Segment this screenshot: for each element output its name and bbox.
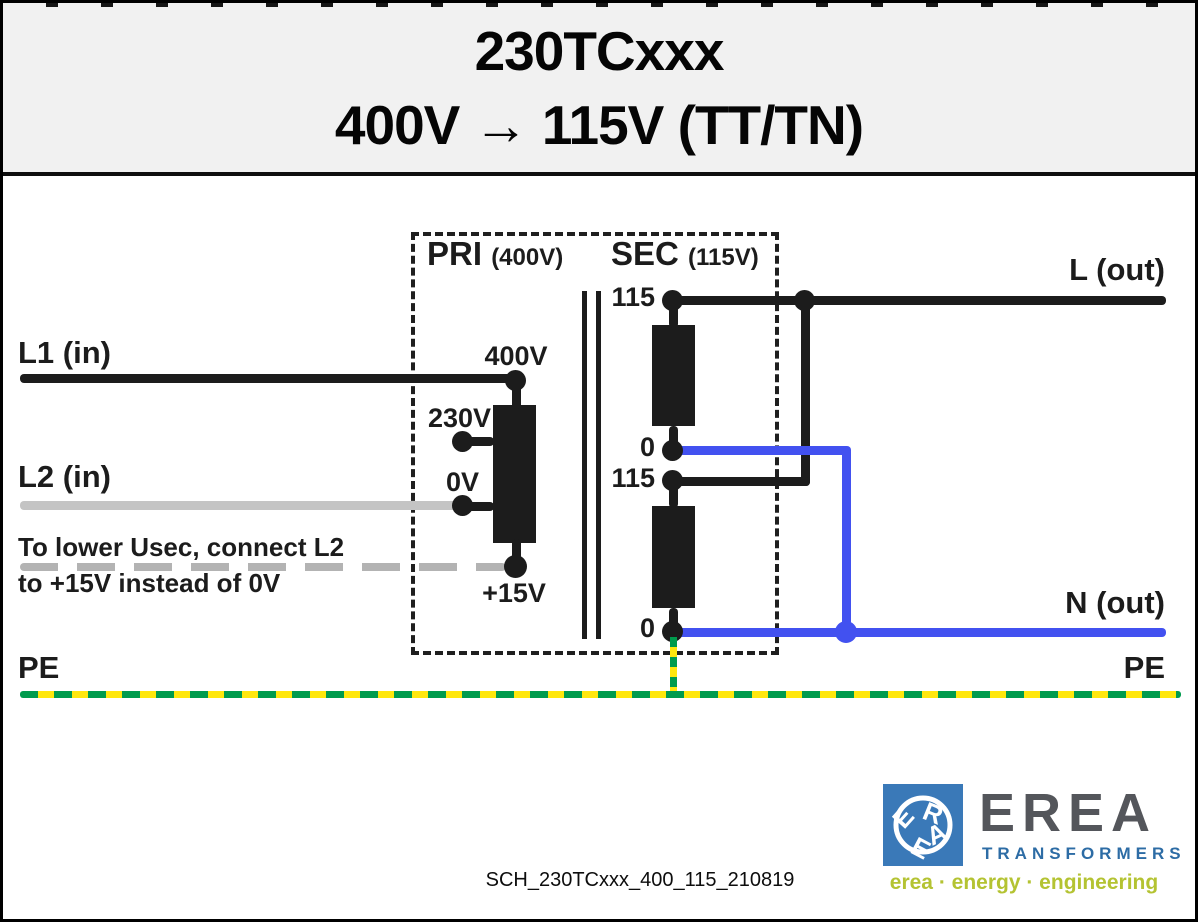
secondary-section-label: SEC (115V) bbox=[611, 235, 759, 272]
transformer-boundary-box bbox=[411, 232, 779, 655]
n-out-label: N (out) bbox=[1065, 585, 1165, 620]
monogram-letter-1: E bbox=[886, 801, 920, 834]
l-out-junction bbox=[794, 290, 815, 311]
primary-section-label: PRI (400V) bbox=[427, 235, 564, 272]
erea-subtitle-text: TRANSFORMERS bbox=[982, 844, 1186, 863]
top-edge-ticks bbox=[3, 3, 1195, 7]
note-line1: To lower Usec, connect L2 bbox=[18, 532, 345, 562]
core-line-right bbox=[596, 291, 601, 639]
sec2-bottom-stub bbox=[669, 608, 678, 633]
pri-voltage-label: (400V) bbox=[491, 244, 564, 271]
erea-logo-mark: E R E A bbox=[883, 784, 963, 866]
document-code: SCH_230TCxxx_400_115_210819 bbox=[485, 869, 795, 891]
tap-230-stub bbox=[462, 437, 494, 446]
model-title: 230TCxxx bbox=[474, 19, 725, 82]
tap-230-terminal bbox=[452, 431, 473, 452]
series-link-vertical-wire bbox=[801, 300, 810, 486]
circuit-diagram: PRI (400V) SEC (115V) L1 (in) L2 (in) To… bbox=[3, 3, 1195, 919]
alt-tap-dashed-wire bbox=[20, 563, 506, 571]
sec-voltage-label: (115V) bbox=[688, 244, 759, 271]
tap-15-terminal bbox=[504, 555, 527, 578]
neutral-vertical-wire bbox=[842, 448, 851, 636]
pe-right-label: PE bbox=[1123, 650, 1165, 685]
pe-wire bbox=[20, 691, 1181, 698]
erea-brand-text: EREA bbox=[979, 783, 1158, 843]
secondary-winding-1 bbox=[652, 325, 695, 426]
tap-400-stub bbox=[512, 381, 521, 409]
secondary-winding-2 bbox=[652, 506, 695, 608]
tap-0-terminal bbox=[452, 495, 473, 516]
pri-label: PRI bbox=[427, 235, 483, 272]
sec1-bottom-stub bbox=[669, 426, 678, 451]
sec2-0-label: 0 bbox=[639, 613, 655, 643]
sec2-115-terminal bbox=[662, 470, 683, 491]
l2-wire bbox=[20, 501, 464, 510]
title-block: 230TCxxx 400V → 115V (TT/TN) bbox=[3, 3, 1195, 176]
l-out-label: L (out) bbox=[1069, 252, 1165, 287]
primary-winding bbox=[493, 405, 536, 543]
l1-wire bbox=[20, 374, 521, 383]
note-line2: to +15V instead of 0V bbox=[18, 568, 281, 598]
tap-15-label: +15V bbox=[482, 578, 546, 608]
neutral-tap-wire bbox=[671, 446, 851, 455]
l2-in-label: L2 (in) bbox=[18, 459, 111, 494]
tap-400-label: 400V bbox=[484, 341, 548, 371]
tap-15-stub bbox=[512, 539, 521, 567]
conversion-title: 400V → 115V (TT/TN) bbox=[334, 93, 864, 156]
sec2-115-label: 115 bbox=[611, 463, 655, 493]
sec-label: SEC bbox=[611, 235, 679, 272]
sec1-0-terminal bbox=[662, 440, 683, 461]
erea-tagline-text: erea · energy · engineering bbox=[889, 871, 1159, 894]
tap-230-label: 230V bbox=[427, 403, 491, 433]
sec1-top-stub bbox=[669, 300, 678, 328]
sec2-0-terminal bbox=[662, 621, 683, 642]
l1-in-label: L1 (in) bbox=[18, 335, 111, 370]
series-link-horizontal-wire bbox=[671, 477, 810, 486]
l-out-wire bbox=[671, 296, 1166, 305]
n-out-wire bbox=[671, 628, 1166, 637]
sec1-0-label: 0 bbox=[639, 432, 655, 462]
erea-monogram-icon: E R E A bbox=[886, 795, 953, 865]
core-line-left bbox=[582, 291, 587, 639]
tap-0-label: 0V bbox=[445, 467, 479, 497]
sec1-115-label: 115 bbox=[611, 282, 655, 312]
sec1-115-terminal bbox=[662, 290, 683, 311]
pe-left-label: PE bbox=[18, 650, 60, 685]
neutral-junction bbox=[835, 621, 857, 643]
sec2-top-stub bbox=[669, 481, 678, 508]
tap-0-stub bbox=[462, 502, 494, 511]
tap-400-terminal bbox=[505, 370, 526, 391]
pe-drop-wire bbox=[670, 637, 677, 695]
